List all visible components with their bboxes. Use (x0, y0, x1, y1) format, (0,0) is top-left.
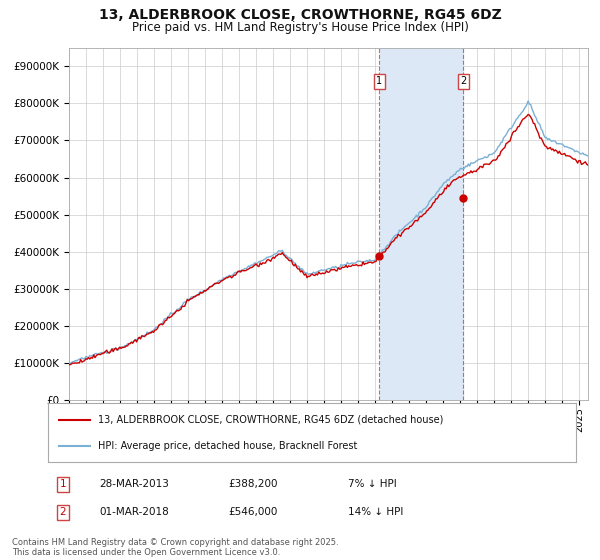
Text: 01-MAR-2018: 01-MAR-2018 (99, 507, 169, 517)
Text: HPI: Average price, detached house, Bracknell Forest: HPI: Average price, detached house, Brac… (98, 441, 358, 451)
Text: Contains HM Land Registry data © Crown copyright and database right 2025.
This d: Contains HM Land Registry data © Crown c… (12, 538, 338, 557)
Text: 1: 1 (376, 76, 382, 86)
Text: 14% ↓ HPI: 14% ↓ HPI (348, 507, 403, 517)
Text: Price paid vs. HM Land Registry's House Price Index (HPI): Price paid vs. HM Land Registry's House … (131, 21, 469, 34)
Text: 7% ↓ HPI: 7% ↓ HPI (348, 479, 397, 489)
Text: 2: 2 (460, 76, 466, 86)
Text: 1: 1 (59, 479, 67, 489)
Text: 13, ALDERBROOK CLOSE, CROWTHORNE, RG45 6DZ: 13, ALDERBROOK CLOSE, CROWTHORNE, RG45 6… (98, 8, 502, 22)
Text: 13, ALDERBROOK CLOSE, CROWTHORNE, RG45 6DZ (detached house): 13, ALDERBROOK CLOSE, CROWTHORNE, RG45 6… (98, 414, 443, 424)
Text: 2: 2 (59, 507, 67, 517)
Text: 28-MAR-2013: 28-MAR-2013 (99, 479, 169, 489)
Text: £388,200: £388,200 (228, 479, 277, 489)
Text: £546,000: £546,000 (228, 507, 277, 517)
